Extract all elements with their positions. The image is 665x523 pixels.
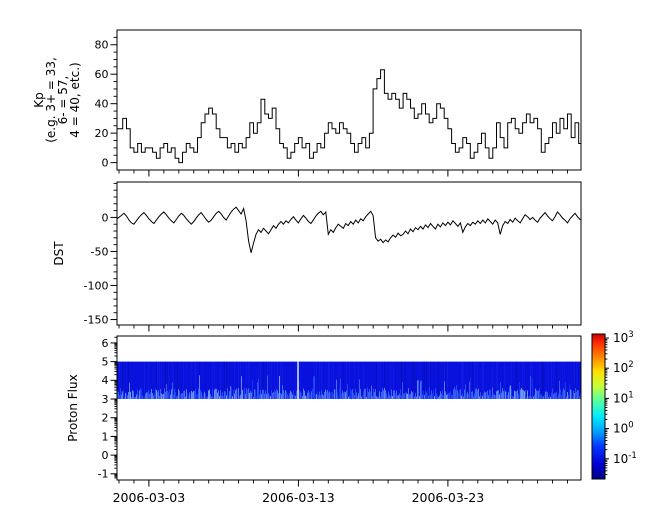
kp-ytick-label: 60 [95,68,109,81]
dst-ytick-label: 0 [102,211,109,224]
proton_flux-ytick-label: 2 [102,412,109,425]
proton-band-highlight-streak [297,361,299,399]
kp-panel: 0 20 40 60 80 Kp(e.g. 3+ = 33,6- = 57,4 = 40,… [32,29,582,177]
dst-ytick-label: -50 [91,245,109,258]
colorbar-tick-label: 100 [613,421,634,436]
proton_flux-ytick-label: 3 [102,393,109,406]
kp-axis-label-line: 4 = 40, etc.) [68,62,82,137]
x-date-label: 2006-03-23 [412,490,485,505]
kp-ytick-label: 20 [95,127,109,140]
colorbar-tick-label: 101 [613,390,634,405]
proton_flux-frame [116,335,582,481]
proton_flux-ytick-label: 5 [102,355,109,368]
colorbar-tick-label: 102 [613,360,634,375]
dst-panel: 0 -50 -100 -150 [84,181,582,332]
dst-ytick-label: -100 [84,279,109,292]
kp-axis-label-line: 6- = 57, [56,76,70,125]
dst-frame [116,181,582,326]
proton_flux-ytick-label: 4 [102,374,109,387]
colorbar-tick-label: 10-1 [613,451,637,466]
colorbar-gradient [592,334,605,479]
proton-flux-axis-label: Proton Flux [66,374,80,441]
proton_flux-panel: -1 0 1 2 3 4 5 6 [98,335,582,487]
dst-axis-label: DST [52,241,66,266]
proton_flux-ytick-label: -1 [98,468,109,481]
proton_flux-ytick-label: 1 [102,430,109,443]
kp-axis-label-line: (e.g. 3+ = 33, [44,57,58,143]
dst-series-line [116,206,581,253]
kp-axis-label-line: Kp [32,92,46,108]
kp-series-line [117,69,581,164]
kp-ytick-label: 40 [95,98,109,111]
proton-flux-band [117,361,581,400]
x-date-label: 2006-03-03 [113,490,186,505]
colorbar-frame [591,333,606,480]
proton_flux-ytick-label: 6 [102,337,109,350]
dst-ytick-label: -150 [84,313,109,326]
colorbar-tick-label: 103 [613,330,634,345]
colorbar: 103 102 101 100 10-1 [591,330,637,480]
kp-frame [116,29,582,171]
proton_flux-ytick-label: 0 [102,449,109,462]
x-date-label: 2006-03-13 [262,490,335,505]
kp-ytick-label: 80 [95,39,109,52]
kp-ytick-label: 0 [102,156,109,169]
